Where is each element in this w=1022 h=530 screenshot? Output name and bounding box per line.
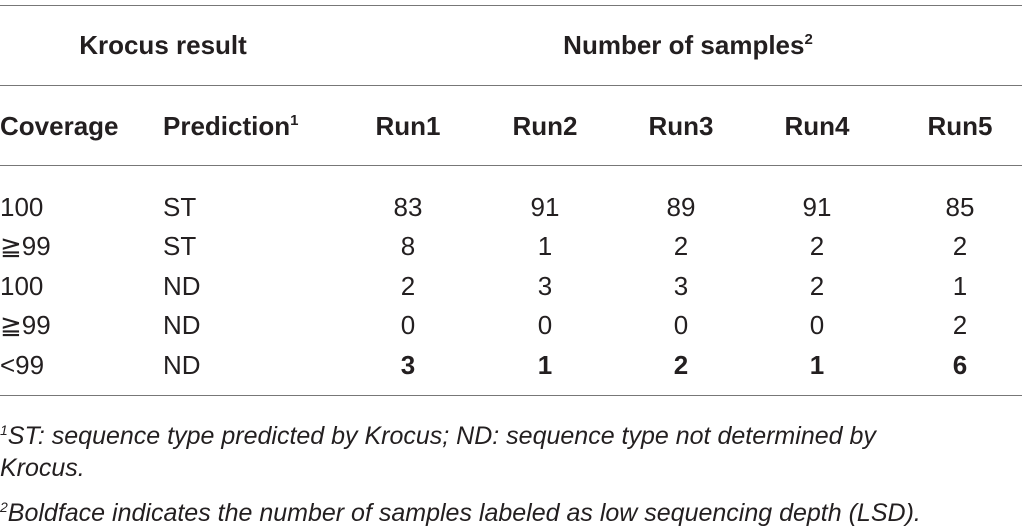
cell: ND [163, 271, 201, 301]
footnote-mark: 2 [0, 499, 8, 515]
column-header-text: Run1 [375, 111, 441, 141]
cell: 3 [673, 271, 689, 301]
group-header: Krocus result [79, 30, 247, 60]
cell: ≧99 [0, 231, 51, 261]
footnote: 1ST: sequence type predicted by Krocus; … [0, 420, 960, 484]
cell: 0 [673, 310, 689, 340]
cell: 6 [952, 350, 968, 380]
cell: 3 [400, 350, 416, 380]
cell: ND [163, 350, 201, 380]
cell: ST [163, 192, 197, 222]
cell: 89 [666, 192, 696, 222]
footnote: 2Boldface indicates the number of sample… [0, 497, 1000, 529]
rule [0, 165, 1022, 166]
cell: 3 [537, 271, 553, 301]
superscript: 2 [804, 31, 813, 48]
cell: ST [163, 231, 197, 261]
cell: 8 [400, 231, 416, 261]
footnote-mark: 1 [0, 422, 8, 438]
cell: 1 [952, 271, 968, 301]
cell: 91 [802, 192, 832, 222]
cell: 2 [673, 350, 689, 380]
cell: 0 [400, 310, 416, 340]
cell: ≧99 [0, 310, 51, 340]
rule [0, 395, 1022, 396]
column-header-text: Run4 [784, 111, 850, 141]
cell: 2 [673, 231, 689, 261]
column-header: Run5 [928, 111, 993, 141]
cell: <99 [0, 350, 45, 380]
cell: 2 [809, 231, 825, 261]
cell: 1 [537, 231, 553, 261]
cell: 1 [809, 350, 825, 380]
column-header: Run4 [785, 111, 850, 141]
cell: 2 [400, 271, 416, 301]
column-header-text: Run3 [648, 111, 714, 141]
cell: 1 [537, 350, 553, 380]
column-header-text: Run2 [512, 111, 578, 141]
cell: 100 [0, 271, 44, 301]
column-header: Run1 [376, 111, 441, 141]
footnote-text: Boldface indicates the number of samples… [7, 499, 921, 527]
cell: 83 [393, 192, 423, 222]
column-header: Run2 [513, 111, 578, 141]
cell: 100 [0, 192, 44, 222]
cell: 91 [530, 192, 560, 222]
cell: 85 [945, 192, 975, 222]
column-header-text: Coverage [0, 111, 119, 141]
column-header-text: Prediction [163, 111, 291, 141]
group-header-text: Number of samples [563, 30, 805, 60]
cell: 2 [809, 271, 825, 301]
footnote-text: ST: sequence type predicted by Krocus; N… [0, 422, 876, 482]
cell: 0 [537, 310, 553, 340]
column-header: Prediction1 [163, 111, 298, 141]
column-header: Coverage [0, 111, 119, 141]
cell: 2 [952, 310, 968, 340]
cell: ND [163, 310, 201, 340]
cell: 2 [952, 231, 968, 261]
column-header-text: Run5 [927, 111, 993, 141]
cell: 0 [809, 310, 825, 340]
superscript: 1 [290, 112, 299, 129]
group-header: Number of samples2 [563, 30, 813, 60]
column-header: Run3 [649, 111, 714, 141]
rule [0, 85, 1022, 86]
rule [0, 5, 1022, 6]
